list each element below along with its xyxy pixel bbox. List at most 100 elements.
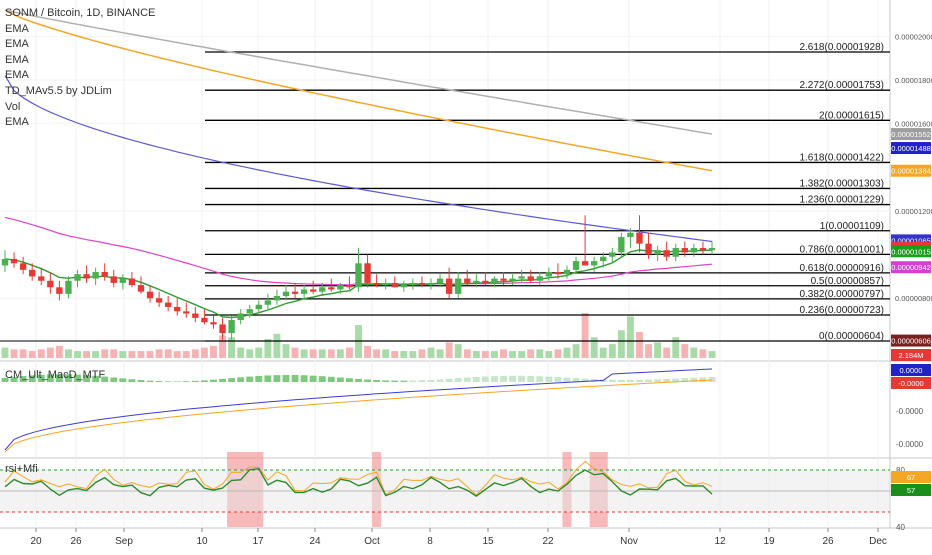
volume-bar xyxy=(472,351,480,358)
volume-bar xyxy=(554,349,562,358)
candle-body xyxy=(192,313,199,318)
volume-bar xyxy=(364,345,372,358)
candle-body xyxy=(137,285,145,292)
volume-bar xyxy=(318,349,326,358)
fibonacci-layer: 2.618(0.00001928) 2.272(0.00001753) 2(0.00… xyxy=(0,42,890,342)
price-badge-label: 0.00001015 xyxy=(891,247,931,256)
volume-bar xyxy=(545,351,553,358)
volume-bar xyxy=(65,349,72,358)
macd-histogram-bar xyxy=(237,377,245,382)
price-badge-bg xyxy=(891,164,931,177)
candle-body xyxy=(210,322,217,325)
volume-bar xyxy=(681,344,689,358)
x-tick-label: Dec xyxy=(869,536,887,547)
macd-histogram-bar xyxy=(255,375,263,382)
volume-bar xyxy=(10,349,18,358)
macd-histogram-bar xyxy=(282,374,290,382)
x-tick-label: 8 xyxy=(427,536,433,547)
macd-histogram-bar xyxy=(37,374,45,382)
volume-bar xyxy=(74,351,81,358)
macd-histogram-bar xyxy=(608,379,616,382)
volume-bar xyxy=(599,347,607,358)
candle-body xyxy=(500,278,507,281)
macd-histogram-bar xyxy=(273,375,281,382)
volume-bar xyxy=(210,345,217,358)
rsi-pane-label[interactable]: rsi+Mfi xyxy=(5,463,38,475)
x-tick-label: 19 xyxy=(763,536,775,547)
price-badge-bg xyxy=(891,245,931,258)
volume-bar xyxy=(19,349,27,358)
macd-badge-label: 0.0000 xyxy=(900,366,923,375)
candle-body xyxy=(29,269,36,277)
macd-histogram-bar xyxy=(563,377,571,382)
macd-histogram-bar xyxy=(373,380,381,382)
candle-body xyxy=(1,258,9,266)
rsi-tick-label: 80 xyxy=(896,466,905,475)
fib-level-label: 1.382(0.00001303) xyxy=(799,178,884,189)
volume-bar xyxy=(454,344,462,358)
candle-body xyxy=(74,274,81,281)
volume-bar xyxy=(654,342,662,358)
candle-body xyxy=(391,282,398,288)
macd-histogram-bar xyxy=(182,381,190,382)
macd-histogram-bar xyxy=(318,376,326,382)
candle-body xyxy=(627,232,634,238)
volume-bar xyxy=(219,335,226,358)
macd-histogram-bar xyxy=(418,380,426,382)
rsi-line xyxy=(4,467,713,497)
candle-body xyxy=(228,320,235,334)
macd-histogram-bar xyxy=(699,377,707,382)
macd-histogram-bar xyxy=(200,380,208,382)
fib-level-label: 2.272(0.00001753) xyxy=(799,80,884,91)
volume-bar xyxy=(690,347,698,358)
price-badge-bg xyxy=(891,261,931,274)
volume-bar xyxy=(409,351,417,358)
candle-body xyxy=(645,243,652,255)
macd-histogram-bar xyxy=(500,375,507,382)
candle-body xyxy=(527,276,534,281)
macd-histogram-bar xyxy=(355,378,362,382)
candle-body xyxy=(101,272,108,277)
volume-bar xyxy=(291,347,299,358)
candle-body xyxy=(255,304,262,310)
candle-body xyxy=(164,302,172,307)
candle-body xyxy=(409,282,417,286)
candle-body xyxy=(310,289,317,292)
volume-bar xyxy=(481,351,489,358)
volume-badge-label: 2.184M xyxy=(898,351,923,360)
fib-level-label: 0.5(0.00000857) xyxy=(811,276,884,287)
volume-bar xyxy=(300,349,308,358)
macd-histogram-bar xyxy=(300,375,308,382)
candle-body xyxy=(654,250,661,255)
price-tick-label: 0.00002000 xyxy=(895,32,932,41)
macd-histogram-bar xyxy=(445,378,453,382)
candle-body xyxy=(473,280,480,283)
candle-body xyxy=(554,272,562,275)
volume-bar xyxy=(146,351,154,358)
volume-bar xyxy=(590,337,598,358)
macd-histogram-bar xyxy=(101,376,109,382)
rsi-badge-bg xyxy=(891,471,931,483)
macd-histogram-bar xyxy=(137,380,145,382)
fib-level-label: 1(0.00001109) xyxy=(820,221,884,232)
fib-level-label: 2.618(0.00001928) xyxy=(799,42,884,53)
macd-histogram-bar xyxy=(28,375,36,382)
candle-body xyxy=(455,278,462,294)
fib-level-label: 0.382(0.00000797) xyxy=(799,289,884,300)
volume-layer xyxy=(1,313,716,358)
volume-bar xyxy=(345,347,353,358)
candle-body xyxy=(128,278,136,286)
candle-body xyxy=(464,278,471,283)
candle-body xyxy=(590,261,598,266)
price-badge-label: 0.00000942 xyxy=(891,263,931,272)
candle-body xyxy=(572,261,580,270)
macd-histogram-bar xyxy=(65,374,72,382)
macd-histogram-bar xyxy=(554,377,562,382)
candle-body xyxy=(92,272,99,279)
rsi-layer xyxy=(0,460,890,513)
rsi-tick-label: 40 xyxy=(896,523,905,532)
fib-level-label: 0.786(0.00001001) xyxy=(799,244,884,255)
macd-pane-label[interactable]: CM_Ult_MacD_MTF xyxy=(5,369,106,381)
grid-layer xyxy=(0,0,932,529)
volume-bar xyxy=(536,349,544,358)
